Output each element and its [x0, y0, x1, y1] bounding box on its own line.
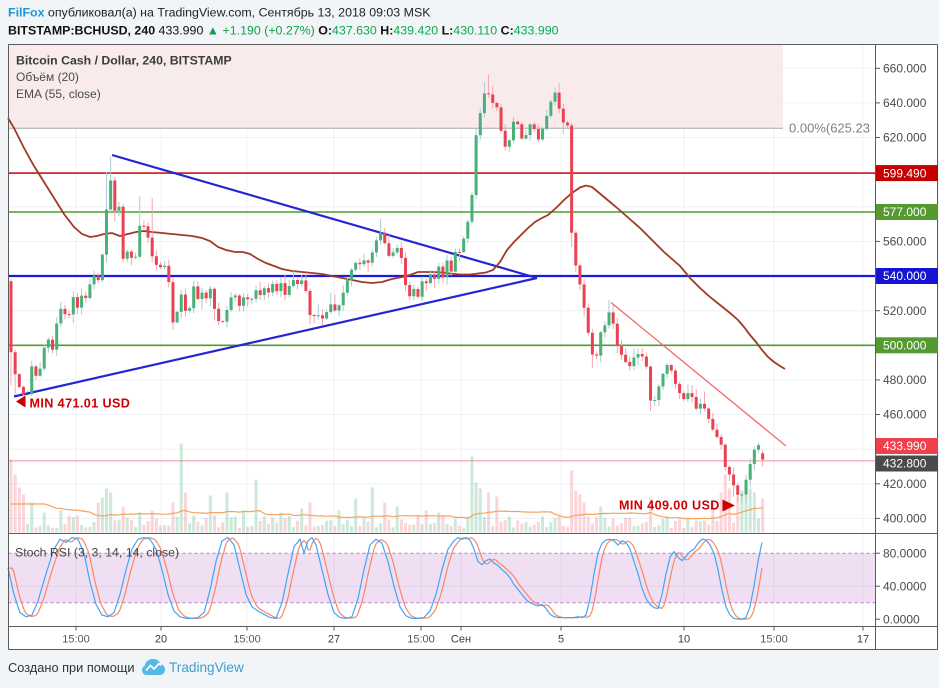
svg-text:599.490: 599.490	[883, 166, 927, 180]
svg-text:80.0000: 80.0000	[883, 546, 927, 560]
svg-text:Stoch RSI (3, 3, 14, 14, close: Stoch RSI (3, 3, 14, 14, close)	[15, 546, 179, 560]
svg-text:400.000: 400.000	[883, 512, 927, 526]
svg-text:MIN 409.00 USD: MIN 409.00 USD	[619, 499, 720, 513]
svg-text:EMA (55, close): EMA (55, close)	[16, 87, 101, 101]
svg-text:40.0000: 40.0000	[883, 579, 927, 593]
svg-text:433.990: 433.990	[883, 439, 927, 453]
svg-text:TradingView: TradingView	[169, 660, 244, 675]
svg-text:0.00%(625.23: 0.00%(625.23	[789, 121, 870, 136]
svg-text:420.000: 420.000	[883, 477, 927, 491]
svg-text:432.800: 432.800	[883, 457, 927, 471]
svg-text:MIN 471.01 USD: MIN 471.01 USD	[30, 397, 131, 411]
svg-text:660.000: 660.000	[883, 62, 927, 76]
svg-text:460.000: 460.000	[883, 408, 927, 422]
svg-text:Создано при помощи: Создано при помощи	[8, 660, 135, 675]
svg-text:620.000: 620.000	[883, 131, 927, 145]
svg-text:0.0000: 0.0000	[883, 612, 920, 626]
svg-text:520.000: 520.000	[883, 304, 927, 318]
svg-text:27: 27	[328, 634, 340, 646]
svg-text:15:00: 15:00	[760, 634, 788, 646]
svg-text:15:00: 15:00	[62, 634, 90, 646]
svg-text:FilFox опубликовал(а) на Tradi: FilFox опубликовал(а) на TradingView.com…	[8, 6, 431, 20]
svg-text:577.000: 577.000	[883, 205, 927, 219]
svg-text:20: 20	[155, 634, 167, 646]
svg-text:10: 10	[678, 634, 690, 646]
svg-text:15:00: 15:00	[233, 634, 261, 646]
svg-text:Сен: Сен	[451, 634, 471, 646]
svg-text:Bitcoin Cash / Dollar, 240, BI: Bitcoin Cash / Dollar, 240, BITSTAMP	[16, 54, 232, 68]
svg-text:15:00: 15:00	[407, 634, 435, 646]
svg-text:17: 17	[857, 634, 869, 646]
svg-text:BITSTAMP:BCHUSD, 240 433.990 ▲: BITSTAMP:BCHUSD, 240 433.990 ▲ +1.190 (+…	[8, 24, 559, 38]
svg-text:640.000: 640.000	[883, 96, 927, 110]
svg-text:Объём (20): Объём (20)	[16, 70, 79, 84]
svg-text:500.000: 500.000	[883, 339, 927, 353]
svg-text:5: 5	[558, 634, 564, 646]
svg-text:560.000: 560.000	[883, 235, 927, 249]
svg-text:540.000: 540.000	[883, 269, 927, 283]
svg-text:480.000: 480.000	[883, 373, 927, 387]
